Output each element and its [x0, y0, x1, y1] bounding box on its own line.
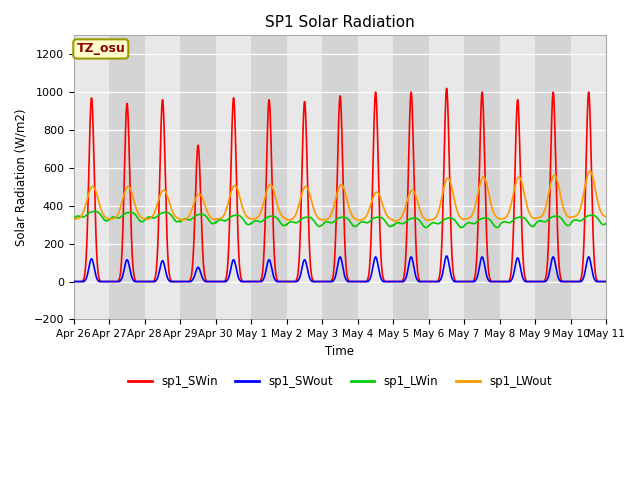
sp1_LWout [586, 168, 594, 174]
sp1_SWin [248, 279, 255, 285]
Bar [109, 36, 145, 319]
sp1_LWout [602, 214, 610, 220]
sp1_LWin [493, 225, 500, 230]
sp1_SWout [602, 279, 610, 285]
sp1_SWin [175, 279, 183, 285]
Bar [287, 36, 322, 319]
Bar [429, 36, 464, 319]
sp1_LWout [423, 217, 431, 223]
Bar [358, 36, 393, 319]
sp1_SWout [70, 279, 77, 285]
Bar [180, 36, 216, 319]
sp1_SWout [248, 279, 255, 285]
Bar [322, 36, 358, 319]
sp1_SWin [602, 279, 610, 285]
Line: sp1_LWin: sp1_LWin [74, 212, 606, 228]
Line: sp1_LWout: sp1_LWout [74, 171, 606, 221]
sp1_SWin [540, 279, 547, 285]
Line: sp1_SWout: sp1_SWout [74, 256, 606, 282]
Text: TZ_osu: TZ_osu [76, 42, 125, 55]
sp1_LWin [189, 216, 196, 221]
Bar [145, 36, 180, 319]
sp1_LWin [423, 224, 431, 230]
Bar [216, 36, 252, 319]
sp1_LWout [70, 216, 77, 222]
Bar [464, 36, 500, 319]
sp1_LWout [175, 216, 183, 222]
sp1_LWin [540, 219, 547, 225]
sp1_SWout [443, 253, 451, 259]
Title: SP1 Solar Radiation: SP1 Solar Radiation [265, 15, 415, 30]
Line: sp1_SWin: sp1_SWin [74, 88, 606, 282]
sp1_LWin [91, 209, 99, 215]
Bar [500, 36, 535, 319]
Bar [393, 36, 429, 319]
sp1_LWout [540, 211, 547, 217]
Bar [571, 36, 606, 319]
sp1_LWout [248, 216, 255, 222]
sp1_SWin [422, 279, 430, 285]
sp1_LWin [176, 218, 184, 224]
sp1_LWout [492, 214, 500, 220]
sp1_SWout [422, 279, 430, 285]
sp1_LWout [188, 205, 196, 211]
Legend: sp1_SWin, sp1_SWout, sp1_LWin, sp1_LWout: sp1_SWin, sp1_SWout, sp1_LWin, sp1_LWout [124, 371, 557, 393]
sp1_LWin [248, 220, 256, 226]
Bar [252, 36, 287, 319]
sp1_LWin [422, 225, 430, 230]
sp1_LWin [602, 220, 610, 226]
sp1_SWin [188, 267, 196, 273]
sp1_SWout [492, 279, 500, 285]
sp1_SWout [188, 277, 196, 283]
sp1_SWout [175, 279, 183, 285]
Y-axis label: Solar Radiation (W/m2): Solar Radiation (W/m2) [15, 108, 28, 246]
Bar [606, 36, 640, 319]
Bar [535, 36, 571, 319]
sp1_SWin [70, 279, 77, 285]
sp1_SWout [540, 279, 547, 285]
X-axis label: Time: Time [325, 345, 355, 358]
Bar [74, 36, 109, 319]
sp1_LWin [70, 216, 77, 222]
sp1_SWin [492, 279, 500, 285]
sp1_SWin [443, 85, 451, 91]
sp1_LWout [390, 218, 397, 224]
